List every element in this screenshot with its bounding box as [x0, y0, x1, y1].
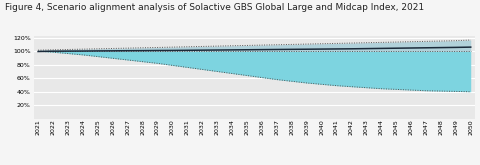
Text: Figure 4, Scenario alignment analysis of Solactive GBS Global Large and Midcap I: Figure 4, Scenario alignment analysis of… — [5, 3, 424, 12]
